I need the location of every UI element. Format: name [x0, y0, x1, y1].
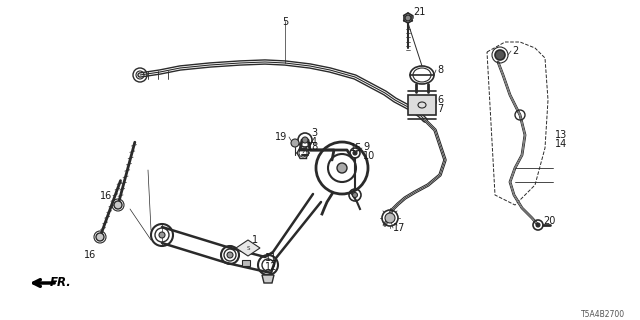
- Text: 19: 19: [275, 132, 287, 142]
- Text: 14: 14: [555, 139, 567, 149]
- Text: S: S: [246, 245, 250, 251]
- Text: FR.: FR.: [50, 276, 72, 290]
- Polygon shape: [262, 275, 274, 283]
- Circle shape: [302, 137, 308, 143]
- Text: 11: 11: [265, 253, 277, 263]
- Text: 1: 1: [252, 235, 258, 245]
- Text: 16: 16: [84, 250, 96, 260]
- Circle shape: [353, 151, 357, 155]
- Polygon shape: [408, 95, 436, 115]
- Circle shape: [385, 213, 395, 223]
- Circle shape: [227, 252, 233, 258]
- Text: 17: 17: [393, 223, 405, 233]
- Text: 6: 6: [437, 95, 443, 105]
- Text: 16: 16: [100, 191, 112, 201]
- Circle shape: [353, 193, 358, 197]
- Circle shape: [495, 50, 505, 60]
- Text: 18: 18: [307, 142, 319, 152]
- Text: 15: 15: [349, 143, 362, 153]
- Text: T5A4B2700: T5A4B2700: [581, 310, 625, 319]
- Text: 3: 3: [311, 128, 317, 138]
- Circle shape: [536, 223, 540, 227]
- Polygon shape: [236, 240, 260, 256]
- Circle shape: [405, 15, 411, 21]
- Text: 9: 9: [363, 142, 369, 152]
- Text: 13: 13: [555, 130, 567, 140]
- Polygon shape: [242, 260, 250, 266]
- Text: 4: 4: [311, 137, 317, 147]
- Text: 5: 5: [282, 17, 288, 27]
- Circle shape: [96, 233, 104, 241]
- Text: 12: 12: [265, 262, 277, 272]
- Text: 21: 21: [413, 7, 426, 17]
- Circle shape: [337, 163, 347, 173]
- Circle shape: [159, 232, 165, 238]
- Text: 10: 10: [363, 151, 375, 161]
- Text: 8: 8: [437, 65, 443, 75]
- Text: 20: 20: [543, 216, 556, 226]
- Text: 7: 7: [437, 104, 444, 114]
- Circle shape: [114, 201, 122, 209]
- Circle shape: [291, 139, 299, 147]
- Text: 2: 2: [512, 46, 518, 56]
